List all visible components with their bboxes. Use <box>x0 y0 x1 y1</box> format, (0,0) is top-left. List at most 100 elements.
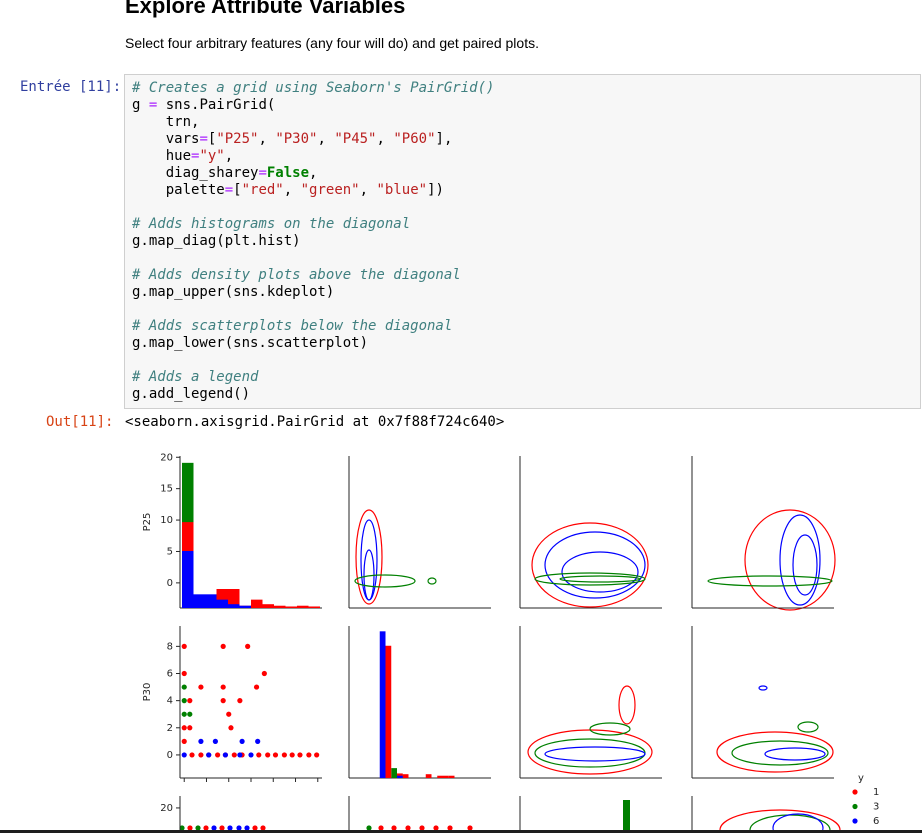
scatter-point <box>297 752 303 758</box>
scatter-point <box>220 698 226 704</box>
code-cell[interactable] <box>124 74 921 409</box>
code-line: # Creates a grid using Seaborn's PairGri… <box>132 80 495 96</box>
scatter-point <box>228 725 234 731</box>
scatter-point <box>231 752 237 758</box>
code-line: palette=["red", "green", "blue"]) <box>132 182 444 198</box>
y-tick-label: 20 <box>160 803 173 814</box>
code-line: # Adds scatterplots below the diagonal <box>132 318 453 334</box>
hist-bar <box>402 774 409 778</box>
y-tick-label: 4 <box>167 696 173 707</box>
hist-bar <box>285 606 297 608</box>
scatter-point <box>306 752 312 758</box>
legend-marker <box>852 803 858 810</box>
code-line: vars=["P25", "P30", "P45", "P60"], <box>132 131 453 147</box>
hist-bar <box>251 599 263 608</box>
scatter-point <box>198 684 204 690</box>
code-line: diag_sharey=False, <box>132 165 318 181</box>
scatter-point <box>206 752 212 758</box>
hist-bar <box>443 775 449 778</box>
hist-bar <box>193 594 205 608</box>
code-line: # Adds density plots above the diagonal <box>132 267 461 283</box>
hist-bar <box>216 599 228 608</box>
legend-title: y <box>858 773 864 784</box>
code-line: hue="y", <box>132 148 234 164</box>
scatter-point <box>187 698 193 704</box>
scatter-point <box>253 684 260 690</box>
hist-bar <box>425 774 432 778</box>
scatter-point <box>187 725 193 731</box>
hist-bar <box>182 551 194 608</box>
hist-bar <box>308 606 320 608</box>
input-prompt: Entrée [11]: <box>20 79 122 95</box>
code-line: g.map_diag(plt.hist) <box>132 233 301 249</box>
scatter-point <box>226 711 232 717</box>
legend-marker <box>852 789 858 795</box>
legend-marker <box>852 818 858 824</box>
scatter-point <box>245 643 251 649</box>
hist-bar <box>262 604 274 608</box>
code-line: g = sns.PairGrid( <box>132 97 276 113</box>
scatter-point <box>181 684 187 690</box>
scatter-point <box>272 752 279 758</box>
code-line: g.map_lower(sns.scatterplot) <box>132 335 369 351</box>
hist-bar <box>205 594 217 608</box>
scatter-point <box>237 752 243 758</box>
heading: Explore Attribute Variables <box>125 0 406 18</box>
window-edge <box>0 830 922 833</box>
scatter-point <box>181 711 187 717</box>
scatter-point <box>181 725 187 731</box>
y-tick-label: 15 <box>160 484 173 495</box>
y-tick-label: 2 <box>167 723 173 734</box>
code-line: g.add_legend() <box>132 386 251 402</box>
hist-bar <box>385 645 392 778</box>
description: Select four arbitrary features (any four… <box>125 35 539 51</box>
hist-bar <box>437 775 443 778</box>
scatter-point <box>198 752 204 758</box>
scatter-point <box>265 752 271 758</box>
scatter-point <box>261 670 267 677</box>
scatter-point <box>181 752 187 758</box>
hist-bar <box>397 775 403 778</box>
hist-bar <box>228 604 240 608</box>
code-line: # Adds histograms on the diagonal <box>132 216 411 232</box>
hist-bar <box>379 631 386 778</box>
scatter-point <box>215 752 221 758</box>
scatter-point <box>289 752 295 758</box>
scatter-point <box>237 698 243 704</box>
legend-label: 1 <box>873 787 879 798</box>
scatter-point <box>220 643 226 649</box>
hist-bar <box>448 775 455 778</box>
hist-bar <box>216 589 228 608</box>
y-tick-label: 0 <box>167 578 173 589</box>
scatter-point <box>187 711 193 717</box>
scatter-point <box>256 752 262 758</box>
y-tick-label: 5 <box>167 546 173 557</box>
code-line: g.map_upper(sns.kdeplot) <box>132 284 335 300</box>
scatter-point <box>181 738 187 744</box>
scatter-point <box>248 752 254 758</box>
scatter-point <box>181 643 187 649</box>
scatter-point <box>181 698 187 704</box>
legend-label: 3 <box>873 802 879 813</box>
y-axis-label: P30 <box>142 683 153 702</box>
y-tick-label: 8 <box>167 641 173 652</box>
scatter-point <box>281 752 287 758</box>
output-text: <seaborn.axisgrid.PairGrid at 0x7f88f724… <box>125 414 505 430</box>
scatter-point <box>189 752 195 758</box>
hist-bar <box>297 605 309 608</box>
scatter-point <box>212 738 218 744</box>
y-tick-label: 6 <box>167 669 173 680</box>
hist-bar <box>391 768 397 778</box>
code-line: trn, <box>132 114 200 130</box>
y-axis-label: P25 <box>142 513 153 532</box>
scatter-point <box>222 752 229 758</box>
scatter-point <box>255 738 261 744</box>
y-tick-label: 10 <box>160 515 173 526</box>
hist-bar <box>228 589 240 608</box>
y-tick-label: 20 <box>160 452 173 463</box>
output-prompt: Out[11]: <box>46 414 114 430</box>
hist-bar <box>274 605 286 608</box>
legend-label: 6 <box>873 816 879 827</box>
